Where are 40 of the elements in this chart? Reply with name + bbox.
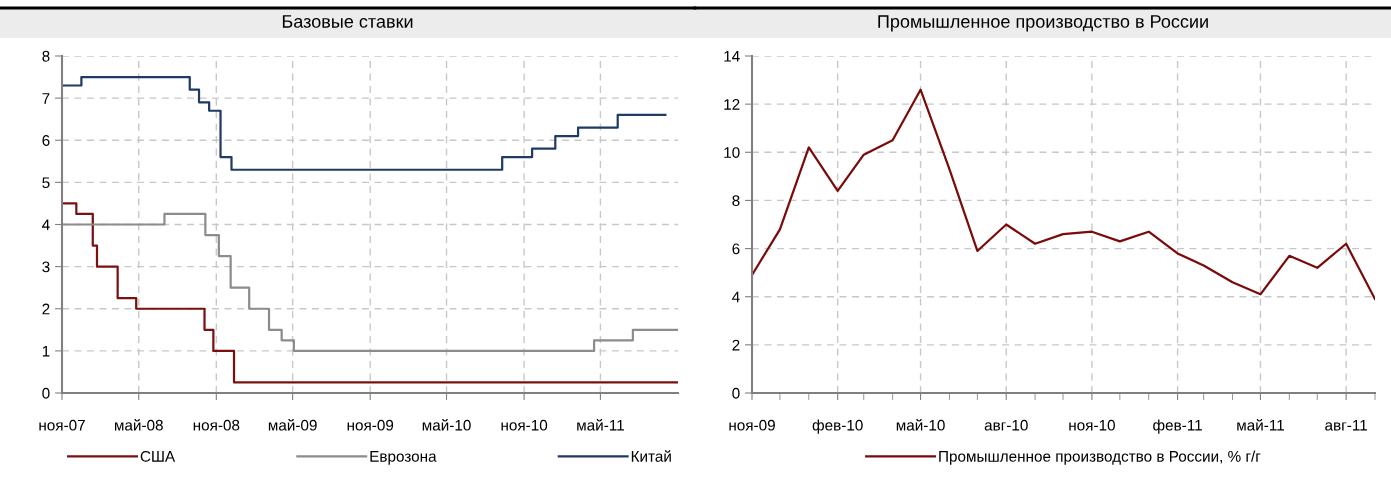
x-tick-label: май-10 [422, 419, 471, 431]
chart-title: Промышленное производство в России [878, 15, 1208, 32]
y-tick-label: 0 [42, 387, 50, 399]
y-tick-label: 0 [732, 387, 740, 399]
y-tick-label: 1 [42, 345, 50, 357]
x-tick-label: май-11 [577, 419, 624, 431]
y-tick-label: 7 [42, 93, 50, 104]
x-tick-label: ноя-10 [1069, 419, 1115, 431]
x-tick-label: май-09 [268, 419, 317, 431]
chart-title: Базовые ставки [282, 15, 413, 28]
x-tick-label: фев-11 [1153, 419, 1202, 434]
y-tick-label: 2 [42, 303, 50, 315]
x-tick-label: ноя-10 [501, 419, 548, 431]
legend-label: США [140, 450, 176, 462]
y-tick-label: 8 [42, 50, 50, 62]
y-tick-label: 2 [732, 339, 740, 351]
line-series [752, 88, 1375, 301]
x-tick-label: авг-11 [1325, 419, 1367, 431]
y-tick-label: 12 [724, 99, 740, 110]
y-tick-label: 4 [42, 219, 50, 231]
y-tick-label: 8 [732, 195, 740, 207]
y-tick-label: 10 [724, 147, 740, 158]
legend-label: Китай [631, 450, 671, 462]
y-tick-label: 6 [732, 243, 740, 255]
y-tick-label: 5 [42, 177, 50, 189]
legend-label: Промышленное производство в России, % г/г [939, 450, 1261, 465]
x-tick-label: авг-10 [984, 419, 1028, 431]
x-tick-label: фев-10 [812, 419, 863, 434]
y-tick-label: 14 [724, 51, 740, 62]
legend-label: Еврозона [370, 451, 437, 465]
x-tick-label: ноя-08 [193, 419, 240, 431]
y-tick-label: 3 [42, 261, 50, 273]
x-tick-label: май-10 [896, 419, 945, 431]
x-tick-label: май-08 [114, 419, 163, 431]
y-tick-label: 6 [42, 135, 50, 146]
x-tick-label: ноя-07 [39, 419, 85, 431]
x-tick-label: ноя-09 [729, 419, 775, 431]
x-tick-label: май-11 [1237, 419, 1284, 431]
y-tick-label: 4 [732, 291, 740, 303]
x-tick-label: ноя-09 [347, 419, 394, 431]
